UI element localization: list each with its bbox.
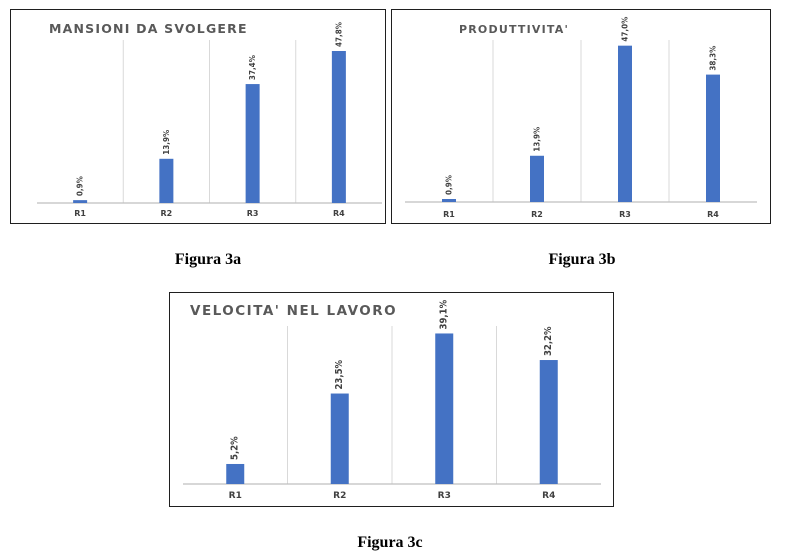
bar-r3: [245, 84, 260, 203]
chart-title: MANSIONI DA SVOLGERE: [49, 21, 248, 36]
tick-label-r4: R4: [333, 209, 345, 218]
bar-chart-mansioni: 0,9% R1 13,9% R2 37,4% R3 47,8% R4: [37, 22, 382, 218]
data-label-r4: 38,3%: [709, 46, 718, 71]
chart-panel-mansioni: MANSIONI DA SVOLGERE 0,9% R1 13,9% R2 37,4% R…: [10, 9, 386, 224]
tick-label-r2: R2: [333, 491, 346, 501]
tick-label-r2: R2: [531, 210, 543, 219]
bar-r2: [159, 158, 174, 203]
data-label-r2: 13,9%: [533, 127, 542, 152]
tick-label-r2: R2: [161, 209, 173, 218]
bar-r2: [530, 155, 544, 202]
bar-r1: [226, 463, 245, 484]
tick-label-r3: R3: [619, 210, 631, 219]
bar-r3: [435, 333, 454, 484]
tick-label-r1: R1: [74, 209, 86, 218]
bar-chart-velocita: 5,2% R1 23,5% R2 39,1% R3 32,2% R4: [183, 299, 601, 501]
data-label-r3: 37,4%: [248, 55, 257, 80]
bar-r1: [73, 200, 88, 203]
bar-r3: [618, 45, 632, 202]
bar-r4: [539, 360, 558, 484]
bar-r1: [442, 199, 456, 202]
chart-panel-produttivita: PRODUTTIVITA' 0,9% R1 13,9% R2 47,0% R3 38,3% R…: [391, 9, 771, 224]
tick-label-r3: R3: [247, 209, 259, 218]
bar-r2: [330, 393, 349, 484]
figure-caption-3b: Figura 3b: [548, 251, 616, 268]
data-label-r1: 5,2%: [230, 436, 241, 460]
bar-r4: [706, 74, 720, 202]
data-label-r2: 13,9%: [162, 130, 171, 155]
tick-label-r4: R4: [707, 210, 719, 219]
figure-caption-3c: Figura 3c: [357, 534, 423, 551]
tick-label-r1: R1: [443, 210, 455, 219]
data-label-r3: 47,0%: [621, 17, 630, 42]
data-label-r2: 23,5%: [334, 359, 345, 389]
bar-chart-produttivita: 0,9% R1 13,9% R2 47,0% R3 38,3% R4: [405, 17, 757, 219]
figure-caption-3a: Figura 3a: [174, 251, 242, 268]
tick-label-r1: R1: [229, 491, 242, 501]
data-label-r4: 47,8%: [334, 22, 343, 47]
tick-label-r4: R4: [542, 491, 555, 501]
tick-label-r3: R3: [438, 491, 451, 501]
bar-r4: [331, 50, 346, 203]
data-label-r4: 32,2%: [543, 326, 554, 356]
chart-title: VELOCITA' NEL LAVORO: [190, 303, 398, 319]
data-label-r1: 0,9%: [445, 175, 454, 195]
chart-panel-velocita: VELOCITA' NEL LAVORO 5,2% R1 23,5% R2 39,1% R…: [169, 292, 614, 507]
chart-title: PRODUTTIVITA': [459, 23, 570, 36]
data-label-r1: 0,9%: [76, 176, 85, 196]
data-label-r3: 39,1%: [439, 299, 450, 329]
